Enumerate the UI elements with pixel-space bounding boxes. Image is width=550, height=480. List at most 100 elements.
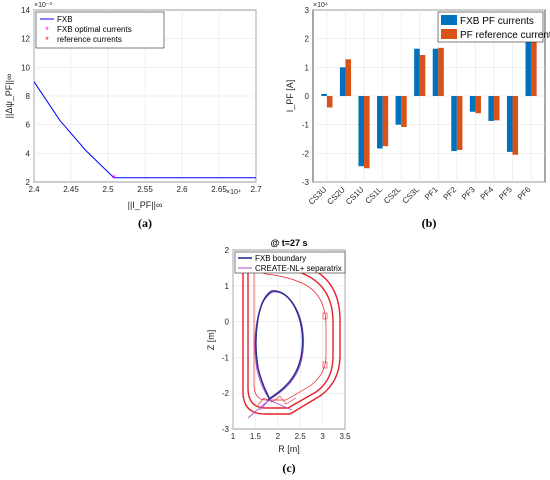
bar-cs1u-fxb <box>358 96 365 167</box>
bar-cs3u-ref <box>326 96 333 108</box>
divertor <box>257 395 297 406</box>
bar-cs2u-fxb <box>339 67 346 96</box>
panel-label-b: (b) <box>422 216 437 230</box>
separatrix-legs <box>247 399 293 419</box>
legend-a: FXB * FXB optimal currents * reference c… <box>35 11 165 49</box>
legend-entry-a-2: reference currents <box>57 35 122 44</box>
bar-pf3-ref <box>475 96 481 114</box>
y-tick-label: -2 <box>302 149 310 158</box>
x-tick-label: PF3 <box>460 185 477 202</box>
data-point-fxb-optimal-currents: * <box>112 174 116 185</box>
y-tick-label: 10 <box>21 63 30 72</box>
x-tick-label: CS1U <box>344 185 366 207</box>
x-tick-label: CS3L <box>401 185 422 206</box>
x-exponent-a: ×10⁴ <box>226 189 241 196</box>
coil-marker-upper <box>322 312 328 320</box>
y-tick-label: 0 <box>305 92 310 101</box>
y-tick-label: 6 <box>26 121 31 130</box>
equilibrium-geometry <box>242 257 341 419</box>
x-axis-label-a: ||I_PF||∞ <box>128 200 163 210</box>
y-exponent-a: ×10⁻³ <box>34 2 53 9</box>
bar-pf2-ref <box>456 96 463 150</box>
y-tick-label: 2 <box>26 178 31 187</box>
x-tick-label: PF6 <box>516 185 533 202</box>
y-tick-label: 8 <box>26 92 31 101</box>
y-tick-label: 3 <box>305 6 310 15</box>
x-tick-label: 1.5 <box>250 432 262 441</box>
panel-label-a: (a) <box>138 216 152 230</box>
legend-entry-c-0: FXB boundary <box>255 254 306 263</box>
bar-pf3-fxb <box>469 96 476 112</box>
bar-pf1-fxb <box>432 48 439 96</box>
x-tick-label: 2.4 <box>28 185 40 194</box>
bar-cs1l-ref <box>382 96 389 147</box>
chart-title-c: @ t=27 s <box>270 238 307 248</box>
y-tick-label: 2 <box>305 35 310 44</box>
x-tick-label: 2.5 <box>295 432 307 441</box>
x-tick-label: 2.65 <box>211 185 227 194</box>
bar-pf2-fxb <box>451 96 457 152</box>
legend-marker-optimal: * <box>45 25 49 35</box>
x-tick-label: PF1 <box>423 185 440 202</box>
y-tick-label: -3 <box>302 178 310 187</box>
bar-cs2l-fxb <box>395 96 402 125</box>
legend-marker-reference: * <box>45 35 49 45</box>
legend-b: FXB PF currents PF reference currents <box>437 11 550 43</box>
x-tick-label: 2.7 <box>250 185 262 194</box>
bar-pf5-ref <box>512 96 519 155</box>
y-tick-label: -3 <box>222 425 230 434</box>
bar-cs3l-ref <box>419 55 426 96</box>
bar-pf6-ref <box>531 22 537 96</box>
y-tick-label: 12 <box>21 35 30 44</box>
coil-marker-lower <box>322 361 328 369</box>
x-tick-label: CS2L <box>382 185 403 206</box>
legend-entry-b-1: PF reference currents <box>460 30 550 41</box>
legend-swatch-fxb-pf <box>441 15 457 25</box>
chart-panel-c: 1 1.5 2 2.5 3 3.5 -3 -2 -1 0 1 2 @ t=27 s R [m] Z [… <box>206 238 351 475</box>
y-tick-label: 4 <box>26 149 31 158</box>
x-axis-label-c: R [m] <box>278 444 300 454</box>
y-tick-label: 2 <box>225 246 230 255</box>
x-tick-label: CS3U <box>307 185 329 207</box>
x-tick-label: 2.5 <box>102 185 114 194</box>
x-tick-label: CS1L <box>363 185 384 206</box>
bar-cs2u-ref <box>345 59 352 96</box>
bar-pf4-fxb <box>488 96 494 121</box>
y-tick-label: -1 <box>222 353 230 362</box>
x-tick-label: 2.45 <box>63 185 79 194</box>
legend-c: FXB boundary CREATE-NL+ separatrix <box>234 251 346 274</box>
legend-entry-a-0: FXB <box>57 15 73 24</box>
y-axis-label-c: Z [m] <box>206 330 216 351</box>
x-tick-label: PF4 <box>479 185 496 202</box>
legend-swatch-pf-ref <box>441 29 457 39</box>
bar-cs1l-fxb <box>377 96 383 149</box>
x-tick-label: 1 <box>231 432 236 441</box>
first-wall <box>253 269 327 401</box>
bar-pf5-fxb <box>506 96 513 152</box>
x-tick-label: PF5 <box>497 185 514 202</box>
bar-cs3l-fxb <box>414 48 420 96</box>
y-tick-label: 1 <box>225 282 230 291</box>
x-tick-label: PF2 <box>442 185 459 202</box>
x-tick-label: CS2U <box>325 185 347 207</box>
legend-entry-c-1: CREATE-NL+ separatrix <box>255 264 342 273</box>
y-axis-label-a: ||Δψ_PF||∞ <box>4 74 14 119</box>
y-tick-label: 14 <box>21 6 30 15</box>
legend-entry-a-1: FXB optimal currents <box>57 25 132 34</box>
bar-pf1-ref <box>438 47 444 96</box>
bar-cs3u-fxb <box>321 93 327 96</box>
y-exponent-b: ×10⁴ <box>313 2 328 9</box>
fxb-boundary <box>255 290 304 402</box>
y-tick-label: 0 <box>225 318 230 327</box>
y-axis-label-b: I_PF [A] <box>285 80 295 113</box>
bar-pf4-ref <box>493 96 500 121</box>
fxb-line <box>33 81 256 179</box>
bar-cs2l-ref <box>401 96 407 127</box>
x-tick-label: 2.6 <box>176 185 188 194</box>
x-tick-label: 2.55 <box>137 185 153 194</box>
x-tick-label: 3 <box>320 432 325 441</box>
bar-pf6-fxb <box>525 27 532 97</box>
